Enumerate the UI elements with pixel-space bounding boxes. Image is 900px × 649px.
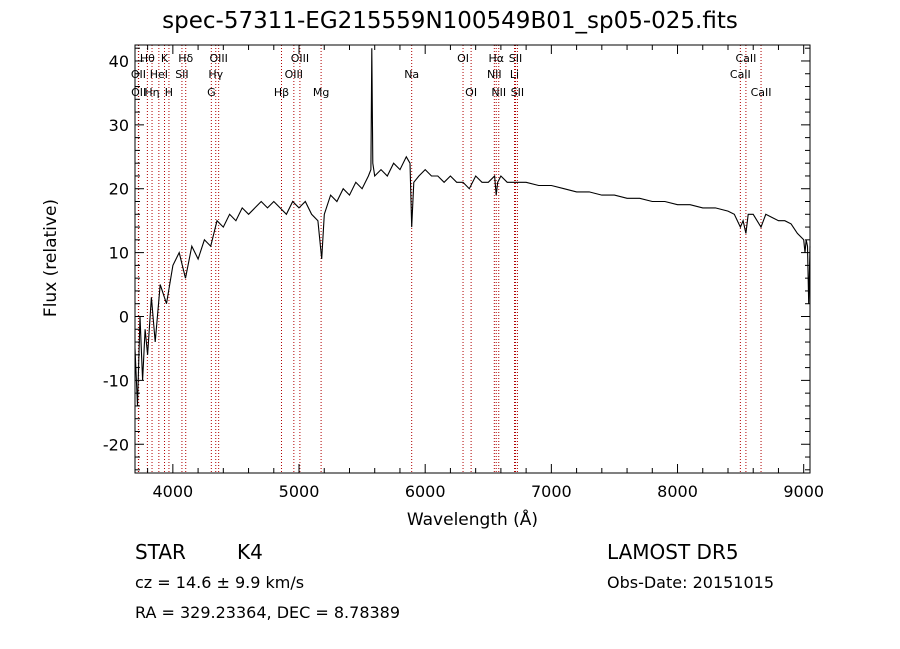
spectral-line-label: SII <box>511 86 524 99</box>
plot-frame <box>134 44 811 474</box>
spectral-line-label: Hη <box>144 86 159 99</box>
spectral-line-label: Mg <box>313 86 329 99</box>
spectral-line-label: HeI <box>150 68 168 81</box>
x-tick-label: 6000 <box>405 482 446 501</box>
spectral-line-label: SII <box>509 52 522 65</box>
redshift-cz: cz = 14.6 ± 9.9 km/s <box>135 573 305 592</box>
y-tick-label: 10 <box>109 244 129 263</box>
spectral-line-label: Hβ <box>274 86 289 99</box>
spectral-line-label: OIII <box>209 52 227 65</box>
y-tick-label: -10 <box>103 371 129 390</box>
spectral-line-label: OIII <box>291 52 309 65</box>
object-subclass: K4 <box>237 540 263 564</box>
x-tick-label: 7000 <box>531 482 572 501</box>
spectral-line-label: CaII <box>735 52 756 65</box>
x-tick-label: 8000 <box>657 482 698 501</box>
y-axis-label: Flux (relative) <box>41 198 61 318</box>
spectral-line-label: OIII <box>285 68 303 81</box>
spectral-line-label: Hθ <box>140 52 155 65</box>
survey-name: LAMOST DR5 <box>607 540 739 564</box>
spectral-line-label: CaII <box>751 86 772 99</box>
y-tick-label: -20 <box>103 435 129 454</box>
spectral-line-label: NII <box>491 86 506 99</box>
spectral-line-label: Na <box>404 68 419 81</box>
spectral-line-label: K <box>161 52 169 65</box>
spectral-line-label: OII <box>131 68 146 81</box>
x-tick-label: 9000 <box>783 482 824 501</box>
spectral-line-label: OI <box>465 86 477 99</box>
spectral-line-label: OI <box>457 52 469 65</box>
spectrum-line <box>134 48 811 406</box>
spectral-line-label: G <box>207 86 216 99</box>
x-axis-label: Wavelength (Å) <box>406 510 539 530</box>
y-tick-label: 0 <box>119 307 129 326</box>
spectral-line-label: CaII <box>730 68 751 81</box>
spectral-line-label: SII <box>175 68 188 81</box>
y-tick-label: 20 <box>109 180 129 199</box>
spectral-line-label: OII <box>131 86 146 99</box>
spectral-line-label: NII <box>487 68 502 81</box>
spectral-line-label: Hδ <box>178 52 193 65</box>
y-tick-label: 40 <box>109 52 129 71</box>
chart-title: spec-57311-EG215559N100549B01_sp05-025.f… <box>162 8 738 34</box>
spectral-line-label: H <box>165 86 173 99</box>
spectral-line-label: Hα <box>488 52 504 65</box>
obs-date: Obs-Date: 20151015 <box>607 573 775 592</box>
ra-dec: RA = 329.23364, DEC = 8.78389 <box>135 603 401 622</box>
object-class: STAR <box>135 540 186 564</box>
y-tick-label: 30 <box>109 116 129 135</box>
x-tick-label: 4000 <box>152 482 193 501</box>
spectral-line-label: Li <box>510 68 519 81</box>
spectral-line-label: Hγ <box>208 68 223 81</box>
x-tick-label: 5000 <box>279 482 320 501</box>
